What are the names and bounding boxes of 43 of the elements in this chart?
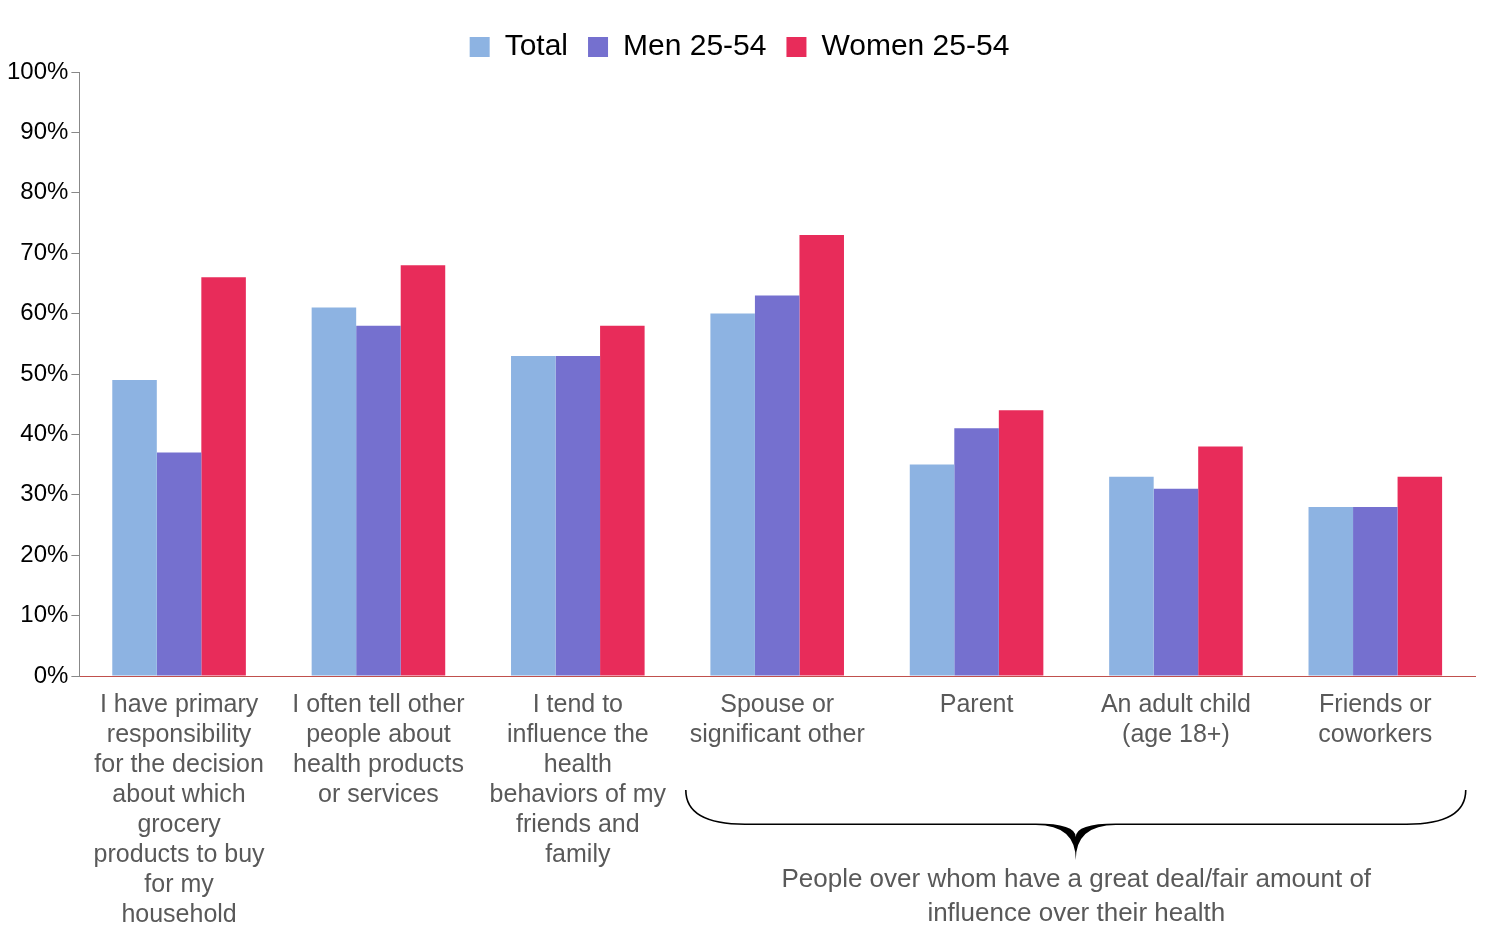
bar: [1198, 446, 1243, 676]
bar: [511, 355, 556, 676]
legend-label: Women 25-54: [821, 28, 1010, 62]
bar: [600, 325, 645, 676]
bar: [1397, 476, 1443, 676]
bar: [1109, 476, 1154, 676]
bar: [909, 464, 955, 676]
bar: [555, 355, 601, 676]
x-tick-label: Spouse or significant other: [689, 688, 865, 747]
y-tick-label: 80%: [20, 177, 69, 205]
bar: [1353, 506, 1398, 676]
x-tick-label: I often tell other people about health products or services: [292, 688, 465, 807]
bar: [799, 235, 844, 676]
bar: [400, 265, 446, 676]
legend-label: Total: [504, 28, 569, 62]
y-tick-label: 20%: [20, 539, 69, 567]
bar: [156, 452, 202, 676]
bar: [954, 428, 999, 676]
bar: [710, 313, 755, 676]
x-tick-label: Parent: [939, 688, 1014, 717]
x-tick-label: I have primary responsibility for the decision about which grocery products to buy for my household: [93, 688, 266, 927]
y-tick-label: 0%: [33, 660, 69, 688]
x-tick-label: An adult child (age 18+): [1100, 688, 1251, 747]
legend-label: Men 25-54: [623, 28, 767, 62]
y-tick-label: 40%: [20, 419, 69, 447]
y-tick-label: 30%: [20, 479, 69, 507]
x-tick-label: Friends or coworkers: [1318, 688, 1433, 747]
y-tick-label: 50%: [20, 358, 69, 386]
y-tick-label: 10%: [20, 600, 69, 628]
bar: [112, 380, 157, 676]
y-tick-label: 90%: [20, 117, 69, 145]
text: People over whom have a great deal/fair amount of influence over their health: [781, 863, 1372, 928]
y-tick-label: 70%: [20, 237, 69, 265]
x-tick-label: I tend to influence the health behaviors of my friends and family: [489, 688, 667, 867]
bar: [201, 277, 246, 676]
bar: [998, 410, 1044, 676]
bar: [1308, 506, 1354, 676]
bar: [356, 325, 401, 676]
y-tick-label: 100%: [6, 56, 69, 84]
bar: [1153, 488, 1199, 676]
y-tick-label: 60%: [20, 298, 69, 326]
bar: [311, 307, 357, 676]
bar: [754, 295, 800, 676]
